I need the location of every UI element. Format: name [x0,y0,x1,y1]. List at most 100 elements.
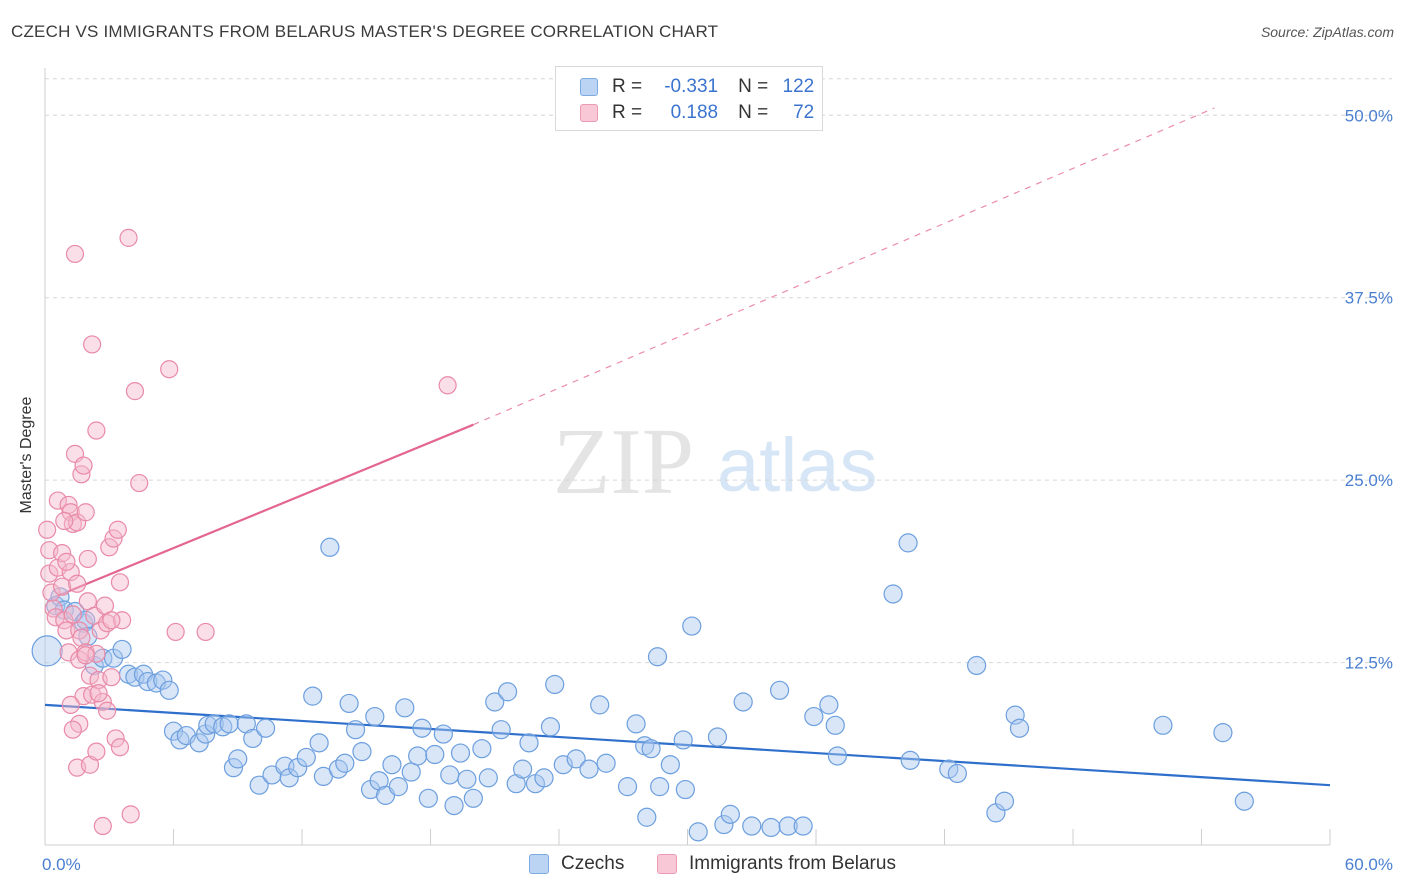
czechs-point [688,822,708,842]
y-tick-label: 25.0% [1345,471,1393,490]
czechs-point [440,765,460,785]
belarus-point [196,622,215,642]
correlation-legend: R = -0.331 N = 122 R = 0.188 N = 72 [555,66,823,131]
belarus-point [87,421,106,440]
belarus-point [48,491,67,510]
trend-lines [44,107,1331,787]
n-label: N = [738,76,769,97]
belarus-point [42,583,61,602]
czechs-point [682,616,702,636]
belarus-point [72,628,91,647]
czechs-point [626,714,646,734]
belarus-point [106,729,125,748]
czechs-point [673,730,693,750]
czechs-point [112,639,132,660]
czechs-point [742,816,762,836]
czechs-point [1009,718,1030,738]
legend-item-czechs: Czechs [529,853,624,875]
czechs-point [566,749,586,769]
czechs-point [827,746,848,766]
legend-label-belarus: Immigrants from Belarus [689,853,896,874]
legend-row-belarus: R = 0.188 N = 72 [580,100,814,126]
czechs-point [228,749,248,769]
y-tick-label: 50.0% [1345,106,1393,125]
czechs-point [675,779,695,800]
czechs-point [335,753,355,773]
czechs-point [720,804,740,824]
belarus-point [80,666,100,685]
belarus-point [125,382,145,401]
belarus-point [70,621,89,640]
belarus-swatch [580,104,598,122]
axes [44,68,1331,846]
x-tick-label: 0.0% [42,855,81,874]
czechs-point [159,680,179,700]
czechs-point [1234,791,1254,811]
czechs-point [457,769,477,789]
czechs-point [825,715,845,735]
watermark-zip: ZIP [553,410,694,514]
belarus-point [104,529,123,548]
belarus-point [166,622,185,642]
n-value: 72 [793,102,815,123]
czechs-point [534,768,554,788]
belarus-trend-extension [473,107,1215,426]
r-value: -0.331 [664,76,719,97]
r-label: R = [612,102,643,123]
belarus-point [93,816,112,836]
czechs-point [425,744,445,765]
czechs-point [900,750,920,770]
czechs-point [296,747,316,768]
belarus-point [110,573,130,592]
czechs-point [545,674,565,695]
czechs-point [309,733,329,753]
czechs-point [647,647,668,667]
legend-row-czechs: R = -0.331 N = 122 [580,74,814,100]
czechs-point [617,777,638,797]
czechs-point [243,728,263,749]
czechs-point [819,695,839,715]
czechs-point [590,695,610,715]
czechs-point [512,759,533,779]
czechs-point [761,817,781,838]
belarus-swatch [657,854,677,874]
belarus-point [87,742,106,761]
czechs-point [478,768,498,788]
belarus-point [110,738,130,757]
czechs-point [444,795,464,816]
belarus-point [102,668,121,687]
czechs-point [303,686,323,706]
x-tick-label: 60.0% [1345,855,1393,874]
czechs-point [433,724,453,744]
czechs-point [388,777,408,797]
belarus-point [89,684,108,703]
czechs-point [733,692,753,712]
belarus-point [57,552,76,571]
source-credit: Source: ZipAtlas.com [1260,24,1394,40]
czechs-point [31,635,63,667]
czechs-point [939,759,959,779]
belarus-point [55,511,74,531]
r-label: R = [612,76,643,97]
watermark: ZIP atlas [553,410,878,514]
belarus-point [98,701,117,720]
belarus-point [102,611,121,630]
belarus-point [112,611,132,630]
czechs-point [412,718,432,738]
r-value: 0.188 [670,102,719,123]
data-points [31,228,1254,842]
belarus-point [83,335,102,354]
czechs-point [382,755,402,775]
czechs-trend-line [44,703,1331,787]
czechs-point [249,775,269,795]
czechs-point [660,755,680,775]
czechs-point [947,763,967,784]
belarus-point [130,473,149,493]
czechs-point [898,533,918,553]
belarus-point [93,692,112,712]
grid [45,78,1392,664]
czechs-point [401,762,421,782]
y-tick-label: 12.5% [1345,654,1393,673]
belarus-point [61,695,80,714]
belarus-point [63,720,82,739]
